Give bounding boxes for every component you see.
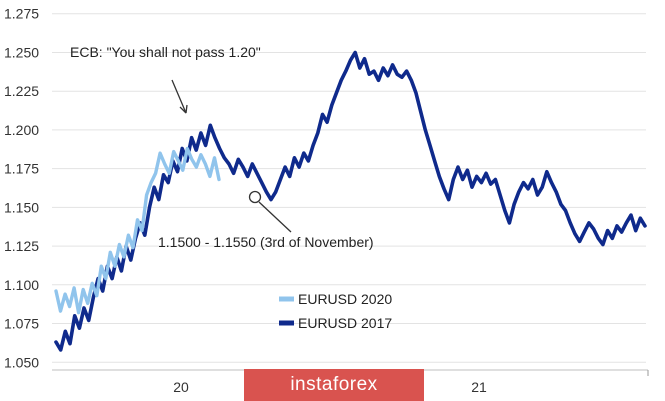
watermark-banner: instaforex bbox=[244, 369, 424, 401]
annotation-ecb: ECB: "You shall not pass 1.20" bbox=[70, 44, 261, 60]
series-line-eurusd-2020 bbox=[54, 146, 221, 315]
y-tick-label: 1.075 bbox=[4, 316, 39, 332]
legend: EURUSD 2020 EURUSD 2017 bbox=[279, 291, 392, 331]
series-line-eurusd-2017 bbox=[54, 50, 647, 352]
y-tick-label: 1.250 bbox=[4, 44, 39, 60]
series-lines bbox=[54, 50, 647, 352]
y-axis-ticks: 1.275 1.250 1.225 1.200 1.175 1.150 1.125 1.100… bbox=[4, 6, 39, 371]
watermark-text: instaforex bbox=[290, 374, 378, 395]
y-tick-label: 1.050 bbox=[4, 354, 39, 370]
y-tick-label: 1.100 bbox=[4, 277, 39, 293]
x-tick-label: 20 bbox=[173, 379, 189, 395]
legend-label-2017: EURUSD 2017 bbox=[298, 315, 392, 331]
legend-label-2020: EURUSD 2020 bbox=[298, 291, 392, 307]
x-tick-label: 21 bbox=[471, 379, 487, 395]
y-tick-label: 1.175 bbox=[4, 161, 39, 177]
annotation-nov-arrow bbox=[258, 201, 292, 233]
y-tick-label: 1.225 bbox=[4, 83, 39, 99]
annotation-ecb-arrow bbox=[171, 79, 187, 114]
annotation-ecb-arrowhead bbox=[179, 104, 188, 114]
y-tick-label: 1.200 bbox=[4, 122, 39, 138]
annotation-nov-marker bbox=[248, 190, 262, 204]
y-tick-label: 1.150 bbox=[4, 199, 39, 215]
y-tick-label: 1.125 bbox=[4, 238, 39, 254]
x-axis-ticks: 20 21 bbox=[173, 379, 487, 395]
annotation-nov: 1.1500 - 1.1550 (3rd of November) bbox=[158, 234, 374, 250]
y-tick-label: 1.275 bbox=[4, 6, 39, 22]
